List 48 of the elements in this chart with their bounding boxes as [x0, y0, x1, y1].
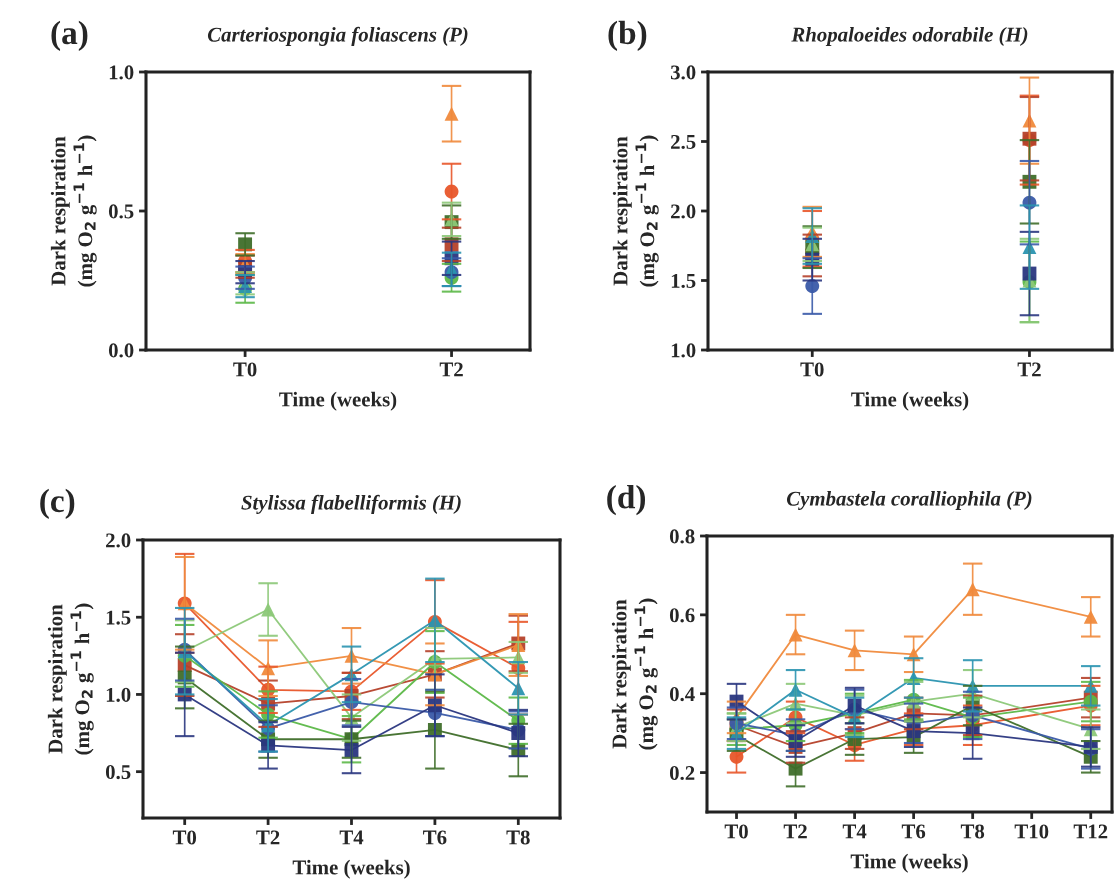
y-tick-label: 0.5 — [105, 765, 131, 780]
x-tick-label: T0 — [724, 824, 748, 839]
x-tick-label: T2 — [783, 824, 807, 839]
y-tick-label: 0.0 — [108, 343, 134, 358]
x-tick-label: T8 — [506, 830, 530, 845]
x-tick-label: T2 — [1017, 362, 1041, 377]
x-tick-label: T4 — [842, 824, 867, 839]
y-tick-label: 1.0 — [109, 65, 134, 80]
y-tick-label: 3.0 — [670, 65, 696, 80]
y-tick-label: 1.0 — [671, 343, 696, 358]
y-tick-label: 0.5 — [108, 204, 134, 219]
chart-title: Cymbastela coralliophila (P) — [786, 490, 1032, 510]
x-axis-title: Time (weeks) — [850, 853, 968, 873]
y-axis-title: Dark respiration (mg O$_{2}$ g$^{−1}$ h$^{−1}$) — [612, 135, 659, 287]
text: (c) — [40, 488, 75, 519]
x-tick-label: T0 — [800, 362, 824, 377]
y-tick-label: 2.0 — [671, 204, 696, 219]
text: (b) — [608, 20, 647, 51]
y-tick-label: 2.0 — [106, 533, 131, 548]
y-axis-title: Dark respiration (mg O$_{2}$ g$^{−1}$ h$^{−1}$) — [47, 603, 94, 755]
x-tick-label: T10 — [1014, 824, 1049, 839]
y-tick-label: 0.8 — [669, 529, 695, 544]
chart-title: Stylissa flabelliformis (H) — [241, 494, 461, 514]
chart-title: Carteriospongia foliascens (P) — [207, 26, 468, 46]
x-tick-label: T2 — [439, 362, 463, 377]
y-tick-label: 0.6 — [669, 608, 695, 623]
x-axis-title: Time (weeks) — [292, 859, 410, 879]
y-tick-label: 2.5 — [671, 134, 696, 150]
x-tick-label: T2 — [256, 830, 280, 845]
y-tick-label: 1.5 — [671, 273, 696, 289]
y-tick-label: 0.2 — [669, 765, 695, 781]
x-axis-title: Time (weeks) — [279, 391, 397, 411]
x-axis-title: Time (weeks) — [851, 391, 969, 411]
text: (d) — [607, 485, 646, 516]
x-tick-label: T0 — [233, 362, 257, 377]
x-tick-label: T6 — [423, 830, 447, 845]
x-tick-label: T4 — [339, 830, 364, 845]
x-tick-label: T12 — [1073, 824, 1108, 839]
chart-title: Rhopaloeides odorabile (H) — [791, 26, 1028, 46]
y-tick-label: 1.5 — [106, 610, 131, 625]
x-tick-label: T6 — [901, 824, 926, 839]
x-tick-label: T0 — [172, 830, 197, 845]
y-tick-label: 0.4 — [669, 687, 695, 702]
y-axis-title: Dark respiration (mg O$_{2}$ g$^{−1}$ h$^{−1}$) — [50, 135, 97, 287]
text: (a) — [51, 20, 88, 51]
x-tick-label: T8 — [960, 824, 985, 839]
y-axis-title: Dark respiration (mg O$_{2}$ g$^{−1}$ h$^{−1}$) — [611, 598, 658, 750]
y-tick-label: 1.0 — [106, 687, 131, 702]
